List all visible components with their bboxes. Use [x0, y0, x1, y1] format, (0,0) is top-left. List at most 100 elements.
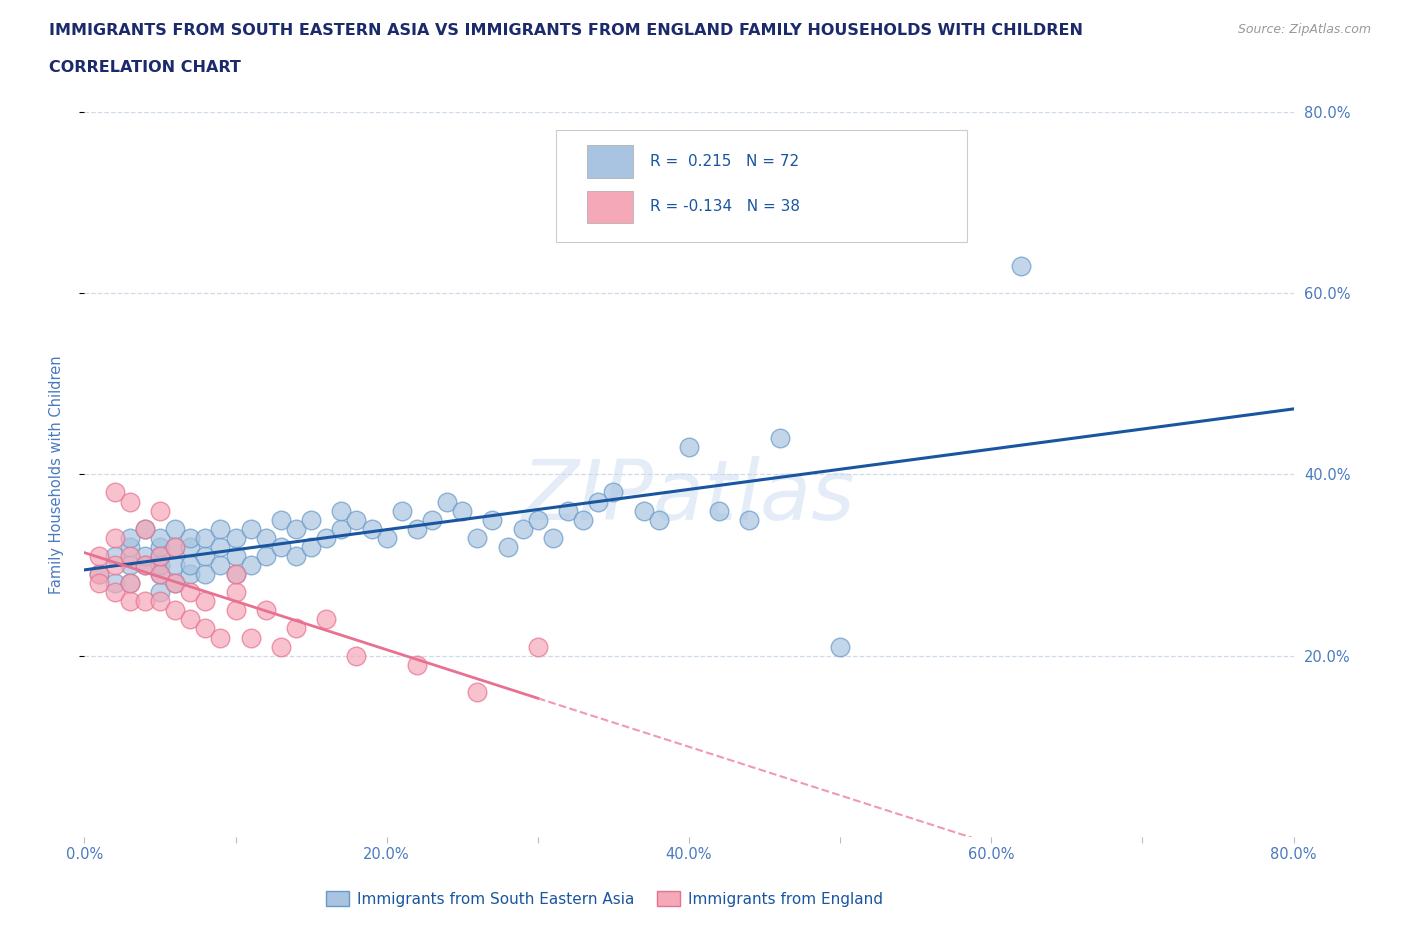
- Point: [678, 440, 700, 455]
- Point: [738, 512, 761, 527]
- Point: [239, 558, 262, 573]
- Point: [346, 648, 368, 663]
- Point: [194, 594, 217, 609]
- Y-axis label: Family Households with Children: Family Households with Children: [49, 355, 63, 593]
- Point: [149, 549, 172, 564]
- Point: [541, 530, 564, 545]
- Point: [420, 512, 443, 527]
- Point: [104, 530, 127, 545]
- Point: [588, 494, 610, 509]
- Point: [149, 594, 172, 609]
- Point: [179, 566, 201, 581]
- Point: [118, 594, 141, 609]
- Point: [194, 549, 217, 564]
- Point: [360, 521, 382, 536]
- Bar: [588, 145, 633, 179]
- Point: [165, 539, 187, 554]
- Point: [285, 549, 308, 564]
- Text: ZIPatlas: ZIPatlas: [522, 456, 856, 537]
- Point: [134, 594, 156, 609]
- Point: [330, 521, 353, 536]
- Point: [149, 503, 172, 518]
- Bar: [588, 191, 633, 223]
- Point: [104, 585, 127, 600]
- Point: [406, 658, 429, 672]
- Point: [134, 521, 156, 536]
- Point: [709, 503, 731, 518]
- Point: [104, 576, 127, 591]
- Point: [299, 539, 322, 554]
- Point: [285, 521, 308, 536]
- Point: [165, 539, 187, 554]
- Point: [209, 539, 232, 554]
- Point: [496, 539, 519, 554]
- Point: [149, 566, 172, 581]
- Point: [769, 431, 792, 445]
- Point: [315, 530, 337, 545]
- Point: [648, 512, 671, 527]
- Point: [602, 485, 624, 500]
- Point: [179, 530, 201, 545]
- Point: [285, 621, 308, 636]
- Point: [165, 521, 187, 536]
- Text: R = -0.134   N = 38: R = -0.134 N = 38: [650, 199, 800, 214]
- Point: [179, 585, 201, 600]
- Point: [254, 549, 277, 564]
- Point: [165, 576, 187, 591]
- Text: R =  0.215   N = 72: R = 0.215 N = 72: [650, 154, 800, 169]
- Point: [165, 603, 187, 618]
- Point: [239, 521, 262, 536]
- Point: [225, 549, 247, 564]
- Point: [89, 576, 111, 591]
- Point: [104, 549, 127, 564]
- Point: [194, 566, 217, 581]
- Point: [830, 639, 852, 654]
- Point: [194, 621, 217, 636]
- Point: [104, 558, 127, 573]
- Point: [512, 521, 534, 536]
- Point: [239, 631, 262, 645]
- Point: [270, 639, 292, 654]
- Point: [254, 530, 277, 545]
- Point: [118, 494, 141, 509]
- Point: [315, 612, 337, 627]
- Legend: Immigrants from South Eastern Asia, Immigrants from England: Immigrants from South Eastern Asia, Immi…: [321, 884, 889, 912]
- Text: Source: ZipAtlas.com: Source: ZipAtlas.com: [1237, 23, 1371, 36]
- Point: [134, 549, 156, 564]
- Point: [254, 603, 277, 618]
- Point: [118, 576, 141, 591]
- Point: [346, 512, 368, 527]
- Point: [134, 521, 156, 536]
- Point: [330, 503, 353, 518]
- Point: [149, 558, 172, 573]
- Point: [134, 558, 156, 573]
- Point: [179, 539, 201, 554]
- Point: [633, 503, 655, 518]
- Point: [149, 539, 172, 554]
- Point: [118, 539, 141, 554]
- Point: [179, 558, 201, 573]
- Point: [481, 512, 503, 527]
- Point: [165, 558, 187, 573]
- Point: [467, 530, 489, 545]
- Point: [134, 558, 156, 573]
- Point: [149, 530, 172, 545]
- Point: [1011, 259, 1033, 273]
- FancyBboxPatch shape: [555, 130, 967, 242]
- Point: [89, 566, 111, 581]
- Point: [270, 512, 292, 527]
- Point: [149, 585, 172, 600]
- Point: [406, 521, 429, 536]
- Point: [225, 530, 247, 545]
- Point: [225, 566, 247, 581]
- Point: [225, 603, 247, 618]
- Point: [436, 494, 458, 509]
- Point: [299, 512, 322, 527]
- Point: [572, 512, 595, 527]
- Point: [209, 631, 232, 645]
- Point: [149, 566, 172, 581]
- Point: [104, 485, 127, 500]
- Point: [118, 576, 141, 591]
- Point: [89, 566, 111, 581]
- Point: [194, 530, 217, 545]
